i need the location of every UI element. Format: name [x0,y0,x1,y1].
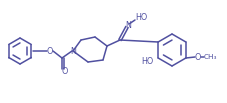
Text: O: O [62,67,68,77]
Text: O: O [47,46,53,56]
Text: N: N [125,20,131,29]
Text: HO: HO [135,12,147,22]
Text: HO: HO [141,57,153,66]
Text: CH₃: CH₃ [203,54,217,60]
Text: O: O [195,53,201,61]
Text: N: N [70,46,76,56]
